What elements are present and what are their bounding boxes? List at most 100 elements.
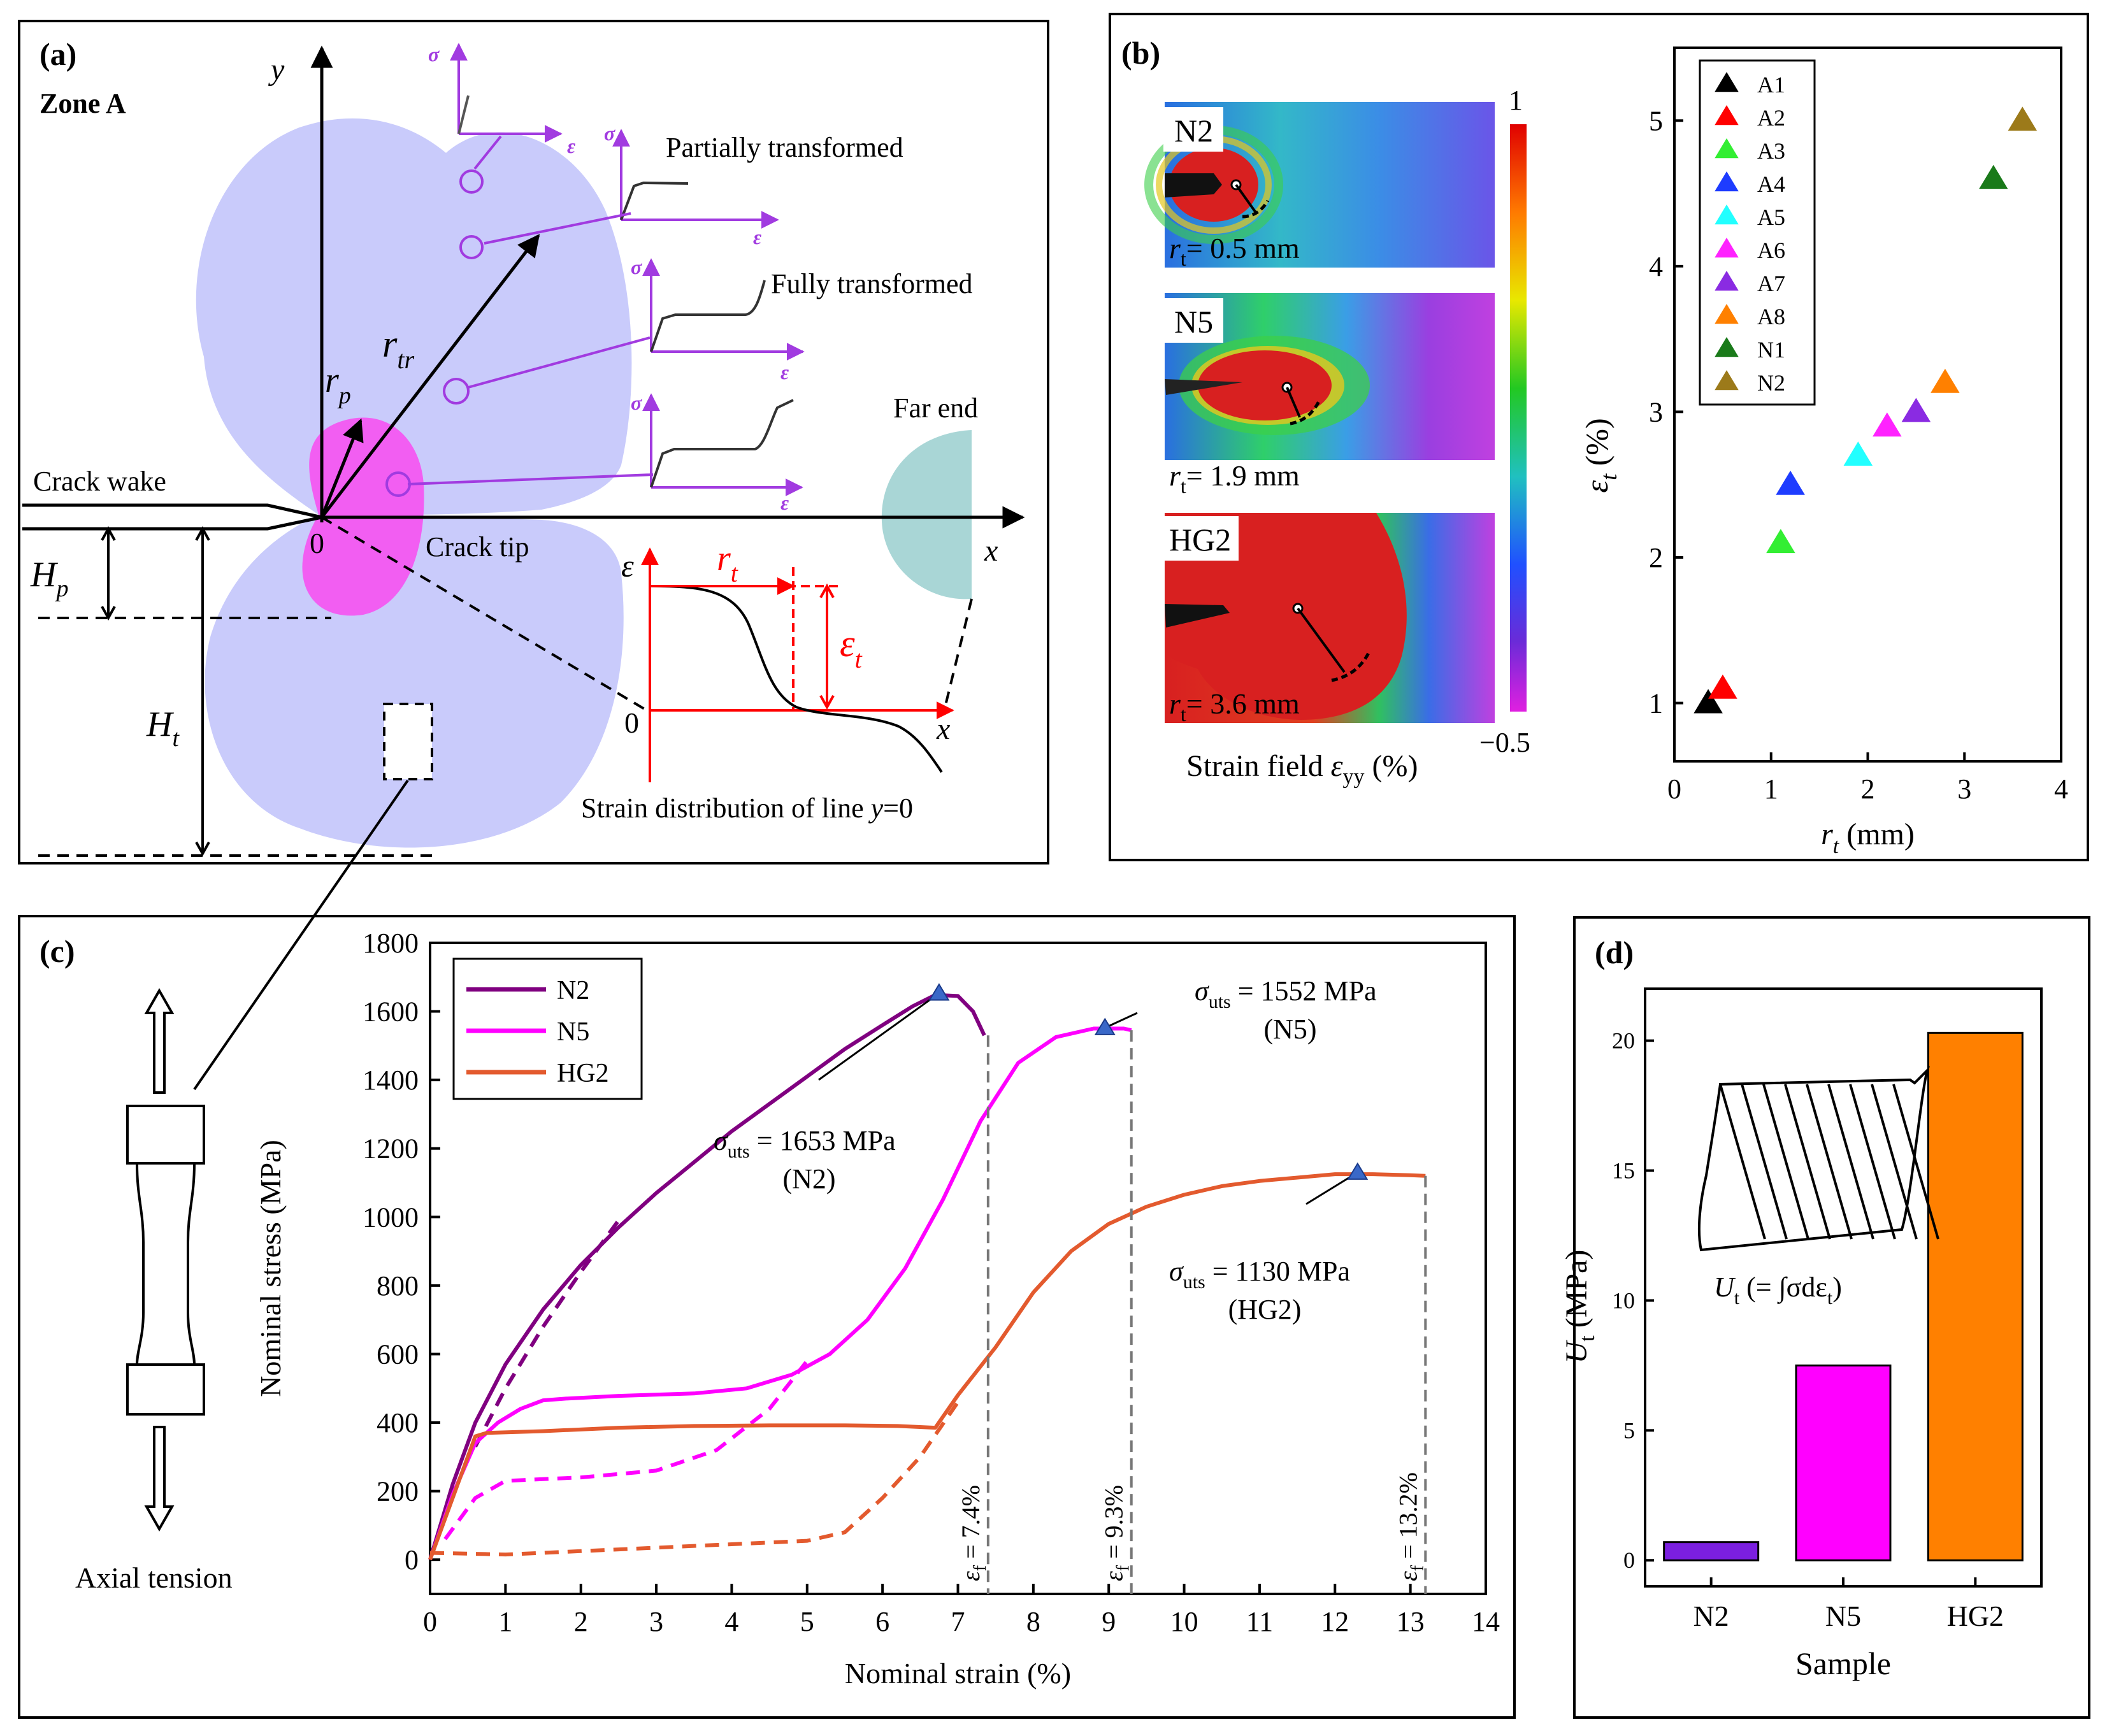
uts-marker: [1347, 1162, 1369, 1180]
y-tick-label: 1600: [363, 996, 419, 1028]
zone-label: Zone A: [40, 88, 126, 119]
uts-annotation: σuts = 1653 MPa: [714, 1125, 896, 1162]
x-tick-label: 0: [423, 1606, 437, 1637]
data-point-n2: [2008, 106, 2038, 131]
series-line-n5: [428, 1026, 1132, 1561]
x-axis-label: rt (mm): [1821, 817, 1915, 858]
x-tick-label: N5: [1825, 1600, 1861, 1632]
x-tick-label: 1: [1764, 773, 1778, 805]
y-axis-label: εt (%): [1579, 418, 1622, 492]
y-tick-label: 0: [405, 1544, 419, 1575]
uts-sigma: σ: [1195, 975, 1210, 1007]
x-tick-label: HG2: [1947, 1600, 2004, 1632]
y-tick-label: 20: [1612, 1028, 1635, 1054]
diagram-far: [385, 393, 803, 497]
legend-label-n2: N2: [1757, 370, 1785, 396]
annotation-leader: [818, 992, 940, 1081]
strain-image-rt: rt= 0.5 mm: [1169, 232, 1300, 270]
x-tick-label: 10: [1170, 1606, 1198, 1637]
hatch-line: [1871, 1084, 1918, 1240]
inset-eps-label: ε: [621, 548, 634, 584]
fracture-label-sub: f: [970, 1565, 990, 1571]
legend-label-hg2: HG2: [557, 1059, 609, 1088]
y-tick-label: 10: [1612, 1288, 1635, 1313]
x-tick-label: 4: [724, 1606, 738, 1637]
uts-annotation: σuts = 1130 MPa: [1169, 1256, 1350, 1293]
uts-sub: uts: [1183, 1272, 1205, 1293]
hp-arrowheads: [101, 526, 116, 621]
bar-n2: [1663, 1541, 1760, 1561]
y-tick-label: 800: [377, 1270, 419, 1302]
panel-c-frame: [18, 915, 1516, 1719]
uts-sub: uts: [1209, 991, 1231, 1012]
y-axis-label-sub: t: [1596, 473, 1622, 480]
legend-label-a6: A6: [1757, 238, 1785, 263]
data-point-a7: [1901, 398, 1931, 422]
y-tick-label: 1000: [363, 1202, 419, 1233]
x-tick-label: 5: [800, 1606, 814, 1637]
rtr-arrow: [320, 234, 540, 519]
toughness-label: Ut (= ∫σdεt): [1714, 1272, 1842, 1309]
sigma-label-3: σ: [631, 255, 642, 278]
x-tick-label: 2: [574, 1606, 588, 1637]
strain-image-n2: N2 rt= 0.5 mm: [1144, 102, 1495, 270]
axial-tension-label: Axial tension: [75, 1561, 233, 1594]
fully-label: Fully transformed: [771, 268, 973, 299]
toughness-sym: U: [1714, 1272, 1736, 1303]
legend-marker-n1: [1715, 337, 1739, 357]
hatch-line: [1849, 1084, 1896, 1240]
fracture-label-text: = 7.4%: [956, 1485, 985, 1565]
y-tick-label: 4: [1649, 251, 1663, 282]
inset-x-label: x: [936, 712, 950, 746]
partially-label: Partially transformed: [666, 132, 903, 163]
fracture-label: εf = 7.4%: [956, 1485, 990, 1581]
y-axis-label-sym: ε: [1579, 480, 1614, 493]
eps-label-1: ε: [567, 134, 575, 157]
legend-marker-a1: [1715, 72, 1739, 92]
uts-marker: [1094, 1017, 1116, 1035]
inset-et-label: εt: [840, 622, 863, 673]
strain-image-rt: rt= 1.9 mm: [1169, 459, 1300, 498]
ht-arrowheads: [195, 526, 210, 857]
x-tick-label: N2: [1694, 1600, 1729, 1632]
hysteresis-loop: [1697, 1066, 1931, 1252]
colorbar-max: 1: [1509, 85, 1523, 116]
legend-label-a4: A4: [1757, 171, 1785, 197]
panel-d-label: (d): [1595, 935, 1634, 970]
x-tick-label: 7: [951, 1606, 965, 1637]
x-tick-label: 14: [1472, 1606, 1500, 1637]
bar-n5: [1795, 1364, 1892, 1561]
legend-marker-a5: [1715, 204, 1739, 225]
legend-label-a7: A7: [1757, 271, 1785, 296]
strain-curve: [649, 585, 943, 773]
fracture-label-sym: ε: [1100, 1571, 1128, 1581]
uts-sigma: σ: [714, 1125, 729, 1156]
toughness-formula: (= ∫σdε: [1739, 1272, 1827, 1304]
hatch-line: [1719, 1084, 1766, 1240]
x-tick-label: 4: [2054, 773, 2068, 805]
strain-field-caption: Strain field εyy (%): [1186, 749, 1418, 789]
y-tick-label: 2: [1649, 542, 1663, 573]
panel-a: (a) Zone A y x 0 Crack wake Crack tip rp…: [18, 20, 1049, 864]
toughness-formula-sub: t: [1827, 1288, 1833, 1309]
far-end-label: Far end: [893, 392, 978, 424]
x-axis-label-sym: r: [1821, 817, 1833, 851]
legend-marker-a2: [1715, 105, 1739, 126]
uts-value: = 1552 MPa: [1231, 975, 1377, 1007]
data-point-a2: [1708, 674, 1737, 699]
panel-a-frame: [18, 20, 1049, 864]
strain-image-rt: rt= 3.6 mm: [1169, 687, 1300, 726]
origin-label: 0: [310, 527, 324, 559]
legend-marker-a8: [1715, 304, 1739, 324]
toughness-inset: Ut (= ∫σdεt): [1697, 1066, 1939, 1309]
diagram-full: [443, 258, 805, 405]
y-axis-label-sub: t: [1576, 1335, 1599, 1342]
colorbar: [1510, 124, 1527, 712]
panel-d-frame: [1573, 916, 2090, 1719]
data-point-a6: [1873, 412, 1902, 437]
x-tick-label: 11: [1246, 1606, 1273, 1637]
diagram-partial: [459, 129, 779, 259]
